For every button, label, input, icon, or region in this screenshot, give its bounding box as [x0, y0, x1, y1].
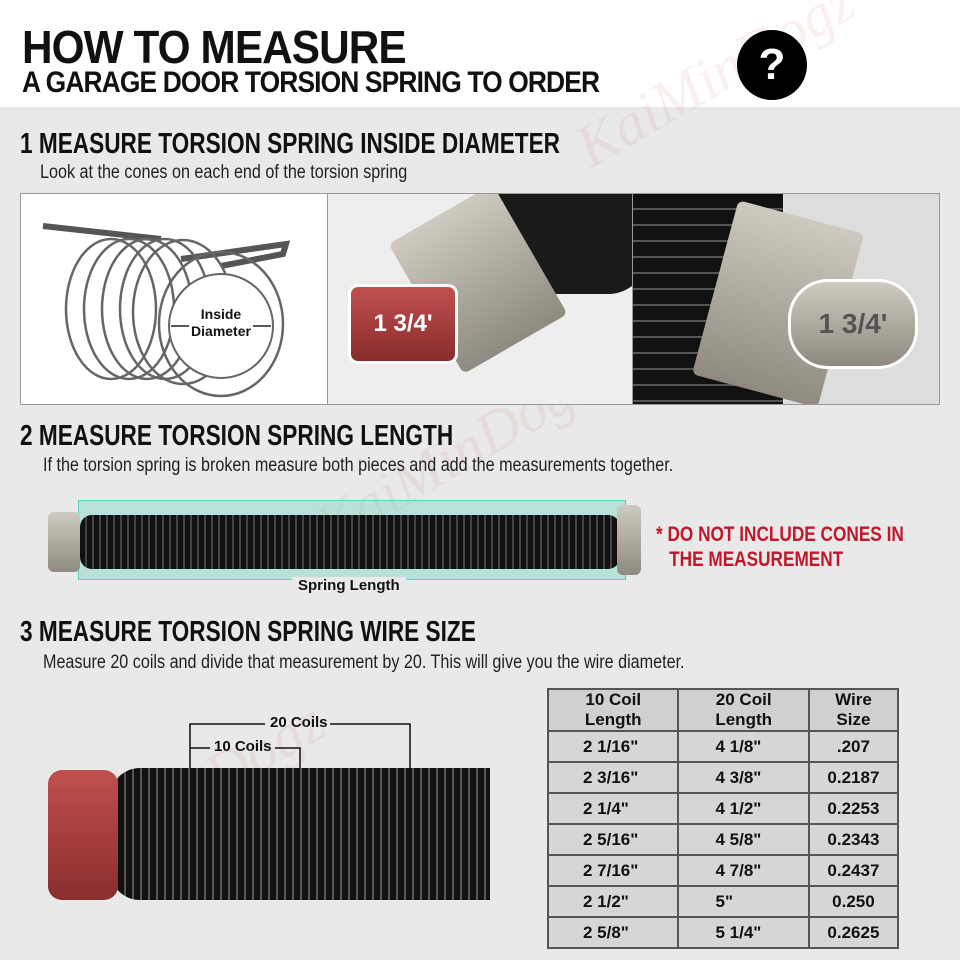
cone-size-callout-2: 1 3/4' [788, 279, 918, 369]
cone-note-line2: THE MEASUREMENT [669, 548, 844, 571]
table-row: 2 1/2" 5" 0.250 [546, 885, 900, 918]
col-header: Wire Size [807, 688, 900, 732]
table-row: 2 7/16" 4 7/8" 0.2437 [546, 854, 900, 887]
cone-size-callout: 1 3/4' [348, 284, 458, 364]
table-cell: 4 3/8" [677, 761, 810, 794]
table-row: 2 1/16" 4 1/8" .207 [546, 730, 900, 763]
col-header: 20 Coil Length [677, 688, 810, 732]
table-cell: 4 1/8" [677, 730, 810, 763]
cone-photo-1: 1 3/4' [327, 193, 633, 405]
step1-subtitle: Look at the cones on each end of the tor… [40, 162, 408, 183]
step3-heading: 3 MEASURE TORSION SPRING WIRE SIZE [20, 616, 476, 648]
winding-cone [48, 770, 118, 900]
table-cell: 2 3/16" [546, 761, 680, 794]
table-cell: .207 [807, 730, 900, 763]
page-title: HOW TO MEASURE [22, 21, 407, 73]
table-cell: 2 1/4" [546, 792, 680, 825]
table-row: 2 3/16" 4 3/8" 0.2187 [546, 761, 900, 794]
table-cell: 0.2343 [807, 823, 900, 856]
spring-length-label: Spring Length [292, 577, 406, 594]
label-10-coils: 10 Coils [214, 738, 272, 755]
table-cell: 0.2437 [807, 854, 900, 887]
step2-heading: 2 MEASURE TORSION SPRING LENGTH [20, 420, 454, 452]
table-cell: 5" [677, 885, 810, 918]
cone-left [48, 512, 80, 572]
table-cell: 4 5/8" [677, 823, 810, 856]
table-cell: 2 7/16" [546, 854, 680, 887]
col-header: 10 Coil Length [546, 688, 680, 732]
spring-coil-diagram [42, 223, 291, 398]
table-cell: 0.2253 [807, 792, 900, 825]
table-cell: 2 5/16" [546, 823, 680, 856]
diameter-label: Diameter [191, 323, 251, 339]
table-cell: 0.2187 [807, 761, 900, 794]
step2-subtitle: If the torsion spring is broken measure … [43, 455, 674, 476]
table-cell: 5 1/4" [677, 916, 810, 949]
table-cell: 2 5/8" [546, 916, 680, 949]
cone-photo-2: 1 3/4' [632, 193, 940, 405]
coil-brackets [189, 723, 411, 770]
table-cell: 2 1/2" [546, 885, 680, 918]
table-cell: 4 1/2" [677, 792, 810, 825]
table-cell: 4 7/8" [677, 854, 810, 887]
table-row: 2 1/4" 4 1/2" 0.2253 [546, 792, 900, 825]
step3-subtitle: Measure 20 coils and divide that measure… [43, 652, 685, 673]
table-cell: 0.2625 [807, 916, 900, 949]
page-subtitle: A GARAGE DOOR TORSION SPRING TO ORDER [22, 66, 600, 99]
table-row: 2 5/8" 5 1/4" 0.2625 [546, 916, 900, 949]
wire-spring-image [110, 768, 490, 900]
table-cell: 2 1/16" [546, 730, 680, 763]
cone-note-line1: * DO NOT INCLUDE CONES IN [656, 523, 904, 546]
label-20-coils: 20 Coils [270, 714, 328, 731]
cone-right [617, 505, 641, 575]
inside-label: Inside [200, 306, 242, 322]
wire-size-table: 10 Coil Length 20 Coil Length Wire Size … [546, 688, 900, 949]
table-row: 2 5/16" 4 5/8" 0.2343 [546, 823, 900, 856]
question-mark-icon: ? [737, 30, 807, 100]
table-cell: 0.250 [807, 885, 900, 918]
spring-diagram-panel: Inside Diameter [20, 193, 328, 405]
step1-heading: 1 MEASURE TORSION SPRING INSIDE DIAMETER [20, 128, 561, 160]
spring-image [80, 515, 620, 569]
